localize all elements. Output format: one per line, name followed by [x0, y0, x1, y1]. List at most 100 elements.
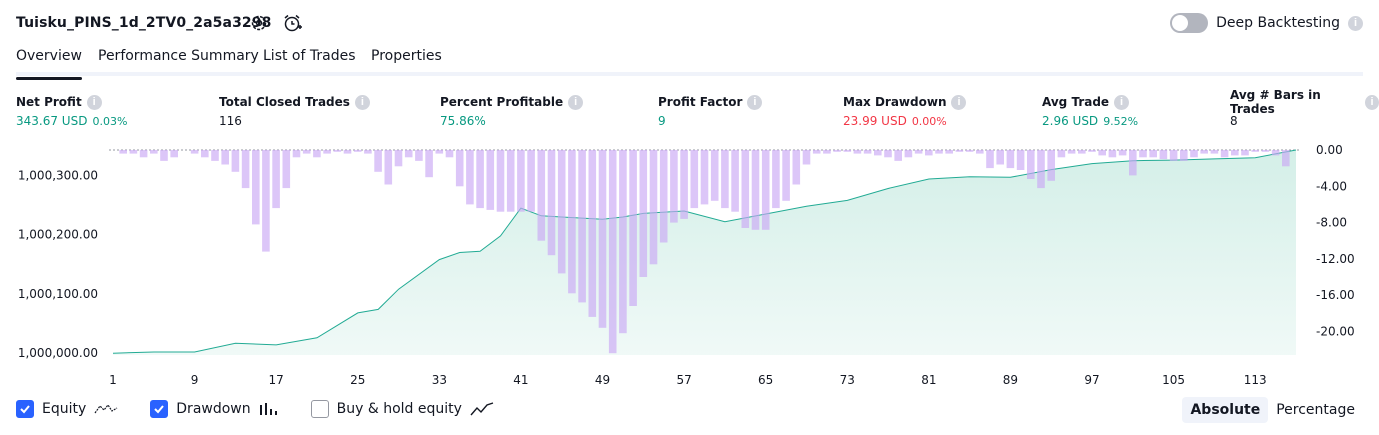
legend-equity[interactable]: Equity [16, 400, 118, 418]
tab-properties[interactable]: Properties [371, 48, 442, 64]
x-axis-tick-label: 25 [350, 373, 365, 387]
legend-drawdown[interactable]: Drawdown [150, 400, 278, 418]
drawdown-bar [537, 150, 546, 241]
drawdown-bar [486, 150, 495, 210]
drawdown-bar [1220, 150, 1229, 158]
tab-bar: Overview Performance Summary List of Tra… [16, 40, 1363, 80]
deep-backtesting-info-icon[interactable]: i [1348, 15, 1363, 31]
drawdown-bar [925, 150, 933, 156]
deep-backtesting-label: Deep Backtesting [1216, 15, 1340, 31]
deep-backtesting-toggle[interactable] [1170, 13, 1209, 33]
metric-label: Percent Profitable [440, 95, 564, 109]
drawdown-bar [812, 150, 821, 154]
drawdown-bar [1139, 150, 1147, 158]
info-icon[interactable]: i [1114, 94, 1130, 110]
drawdown-bar [935, 150, 943, 154]
drawdown-bar [1149, 150, 1157, 158]
metric-total-closed-trades: Total Closed Trades i 116 [219, 94, 370, 128]
metric-percent: 9.52% [1103, 115, 1139, 128]
info-icon[interactable]: i [951, 94, 967, 110]
info-icon[interactable]: i [1365, 94, 1379, 110]
tab-list-of-trades[interactable]: List of Trades [263, 48, 356, 64]
drawdown-bar [415, 150, 423, 161]
drawdown-bar [374, 150, 382, 172]
drawdown-bar [1169, 150, 1178, 161]
tab-performance-summary[interactable]: Performance Summary [98, 48, 259, 64]
drawdown-bar [527, 150, 535, 212]
legend-buy-hold[interactable]: Buy & hold equity [310, 400, 494, 418]
x-axis-tick-label: 105 [1162, 373, 1185, 387]
drawdown-bar [150, 150, 158, 154]
drawdown-bar [670, 150, 678, 223]
drawdown-bar [731, 150, 739, 212]
drawdown-bar [547, 150, 556, 256]
drawdown-bar [904, 150, 913, 158]
right-axis-tick-label: -8.00 [1316, 216, 1347, 230]
info-icon[interactable]: i [568, 94, 584, 110]
drawdown-bar [761, 150, 770, 230]
drawdown-bar [394, 150, 403, 167]
drawdown-bar [843, 150, 852, 152]
metric-percent: 0.00% [911, 115, 947, 128]
drawdown-bar [598, 150, 607, 328]
equity-label: Equity [42, 401, 87, 417]
drawdown-bar [568, 150, 576, 294]
drawdown-bar [1241, 150, 1249, 156]
x-axis-tick-label: 89 [1003, 373, 1018, 387]
drawdown-bar [1108, 150, 1117, 158]
drawdown-bar [343, 150, 352, 154]
equity-checkbox[interactable] [16, 400, 34, 418]
metric-label: Max Drawdown [843, 95, 947, 109]
metric-value: 8 [1230, 114, 1238, 128]
drawdown-bar [1200, 150, 1208, 154]
drawdown-bar [649, 150, 658, 265]
drawdown-bar [1118, 150, 1127, 156]
drawdown-bar [619, 150, 627, 334]
x-axis-tick-label: 33 [432, 373, 447, 387]
drawdown-bar [751, 150, 760, 230]
drawdown-bar [945, 150, 953, 154]
drawdown-bar [802, 150, 811, 165]
info-icon[interactable]: i [747, 94, 763, 110]
drawdown-bar [160, 150, 168, 161]
info-icon[interactable]: i [86, 94, 102, 110]
metric-percent: 0.03% [92, 115, 128, 128]
drawdown-bar [557, 150, 566, 274]
drawdown-bar [1180, 150, 1188, 161]
right-axis-tick-label: -12.00 [1316, 252, 1355, 266]
tab-overview[interactable]: Overview [16, 48, 82, 80]
drawdown-bar [221, 150, 229, 165]
settings-gear-icon[interactable] [248, 12, 270, 34]
drawdown-bar [1067, 150, 1076, 154]
drawdown-bar [1251, 150, 1259, 152]
drawdown-bar [292, 150, 301, 158]
add-alert-clock-icon[interactable] [281, 12, 303, 34]
metric-profit-factor: Profit Factor i 9 [658, 94, 763, 128]
metric-net-profit: Net Profit i 343.67 USD 0.03% [16, 94, 127, 128]
equity-drawdown-chart[interactable]: 1,000,000.00 1,000,100.00 1,000,200.00 1,00… [0, 140, 1379, 390]
info-icon[interactable]: i [354, 94, 370, 110]
percentage-button[interactable]: Percentage [1276, 402, 1355, 418]
right-axis-tick-label: -16.00 [1316, 288, 1355, 302]
drawdown-checkbox[interactable] [150, 400, 169, 418]
drawdown-bar [578, 150, 586, 303]
drawdown-bar [710, 150, 719, 201]
drawdown-bar [1006, 150, 1015, 169]
drawdown-bar [1047, 150, 1055, 181]
drawdown-bar [690, 150, 699, 209]
metric-value: 23.99 USD [843, 114, 907, 128]
drawdown-bar [1129, 150, 1137, 176]
drawdown-bar [884, 150, 892, 158]
drawdown-bar [782, 150, 790, 201]
drawdown-bar [1037, 150, 1045, 189]
drawdown-bar [1016, 150, 1025, 170]
buy-hold-checkbox[interactable] [310, 400, 329, 418]
drawdown-bar [353, 150, 362, 152]
drawdown-bar [823, 150, 831, 154]
metric-avg-bars-in-trades: Avg # Bars in Trades i 8 [1230, 88, 1379, 128]
drawdown-bar [139, 150, 148, 158]
drawdown-bar [741, 150, 750, 228]
drawdown-bar [455, 150, 464, 187]
drawdown-bar [792, 150, 801, 185]
absolute-button[interactable]: Absolute [1182, 397, 1269, 423]
